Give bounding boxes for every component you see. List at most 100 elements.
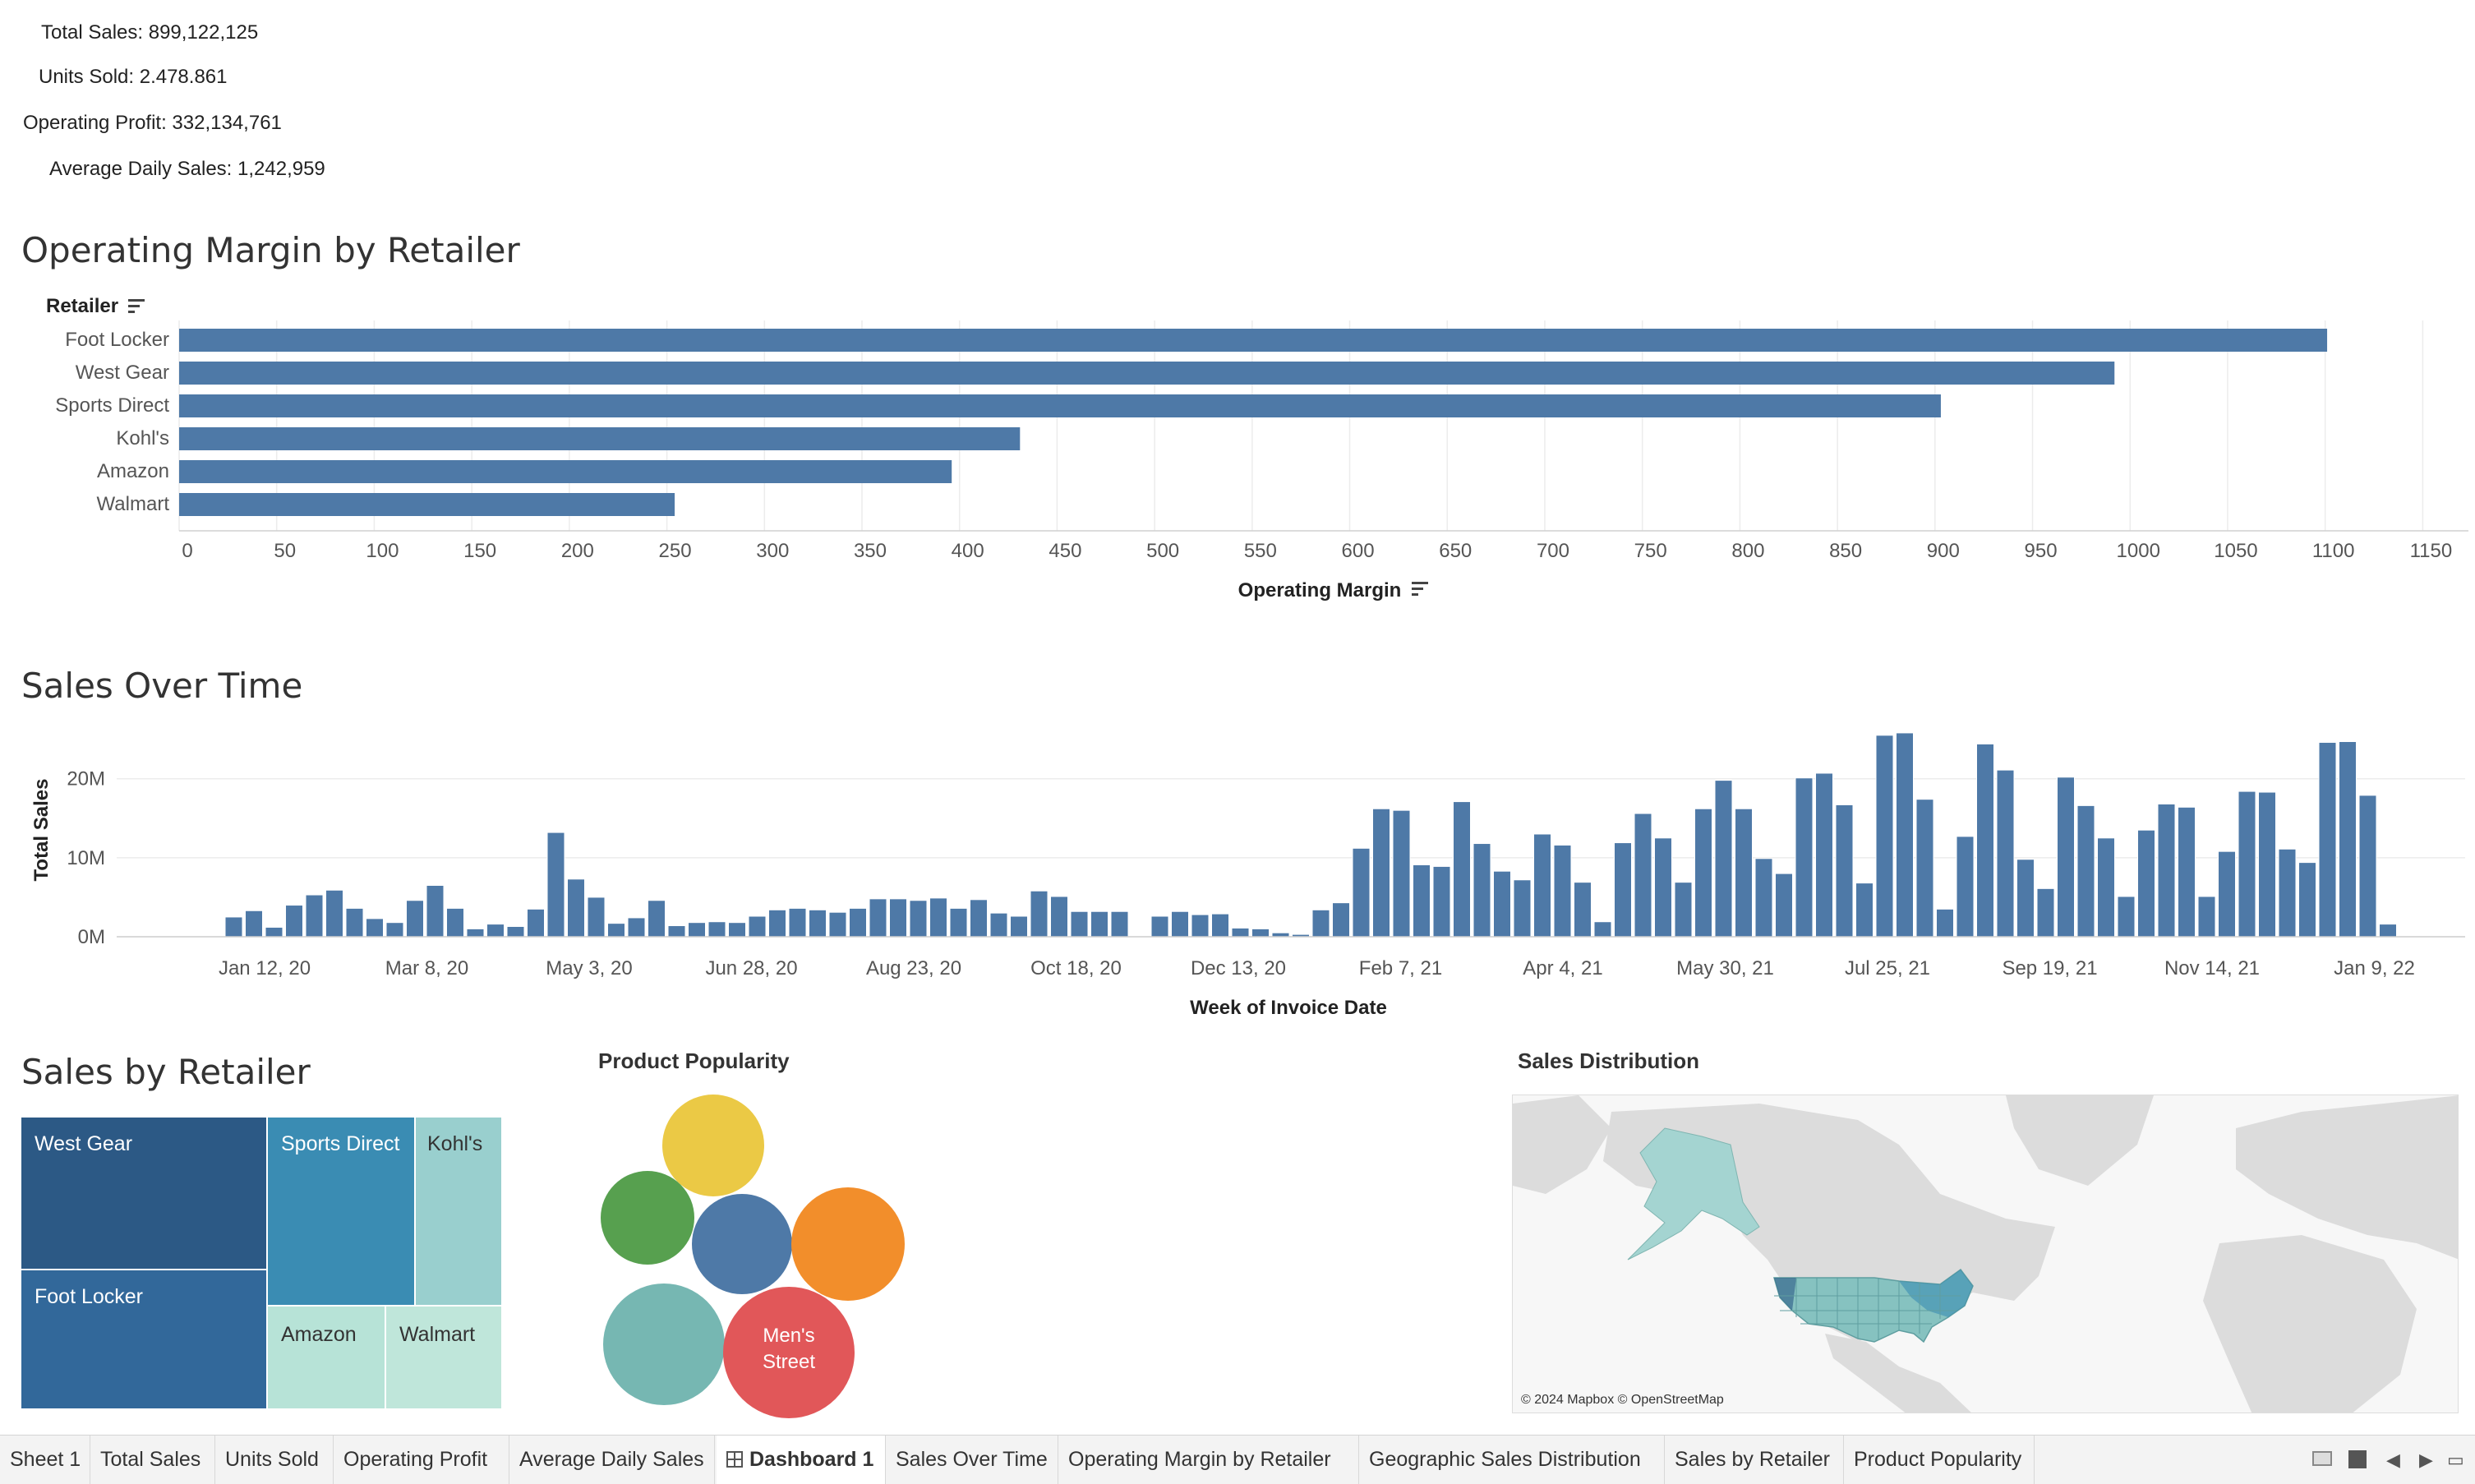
tab-geographic-sales-distribution[interactable]: Geographic Sales Distribution	[1359, 1436, 1665, 1484]
sot-bar[interactable]	[1392, 809, 1411, 938]
om-bar-sports-direct[interactable]	[179, 394, 1941, 417]
sot-bar[interactable]	[406, 900, 424, 938]
product-popularity-chart[interactable]: Men's Street	[575, 1085, 920, 1430]
sot-bar[interactable]	[2379, 924, 2397, 938]
bubble-blue[interactable]	[692, 1194, 792, 1294]
sot-bar[interactable]	[506, 926, 525, 938]
sot-bar[interactable]	[1654, 837, 1672, 938]
tab-average-daily-sales[interactable]: Average Daily Sales	[509, 1436, 715, 1484]
sot-bar[interactable]	[788, 907, 807, 938]
sot-bar[interactable]	[1735, 808, 1753, 938]
sot-bar[interactable]	[1533, 833, 1551, 938]
sot-bar[interactable]	[1171, 910, 1189, 938]
bubble-teal[interactable]	[603, 1284, 725, 1405]
bubble-green[interactable]	[601, 1171, 694, 1265]
sot-bar[interactable]	[1915, 799, 1934, 938]
sot-bar[interactable]	[527, 908, 545, 938]
sot-bar[interactable]	[1775, 873, 1793, 938]
sot-bar[interactable]	[2117, 896, 2136, 938]
sot-bar[interactable]	[1855, 883, 1874, 938]
sot-bar[interactable]	[989, 912, 1008, 938]
bubble-red[interactable]	[723, 1287, 855, 1418]
tab-sales-by-retailer[interactable]: Sales by Retailer	[1665, 1436, 1844, 1484]
sot-bar[interactable]	[707, 921, 726, 938]
sot-bar[interactable]	[1674, 882, 1693, 938]
tab-sheet-1[interactable]: Sheet 1	[0, 1436, 90, 1484]
sales-over-time-chart[interactable]: Total Sales 0M 10M 20M Jan 12, 20 Mar 8, 20 Ma…	[0, 715, 2475, 1019]
sot-bar[interactable]	[1453, 801, 1471, 938]
previous-sheet-icon[interactable]: ◀	[2386, 1449, 2400, 1470]
sot-bar[interactable]	[1413, 864, 1431, 938]
sot-bar[interactable]	[728, 922, 746, 938]
sot-bar[interactable]	[748, 915, 767, 938]
sot-bar[interactable]	[2318, 741, 2337, 938]
sot-bar[interactable]	[1030, 890, 1049, 938]
sot-bar[interactable]	[909, 900, 928, 938]
sot-bar[interactable]	[446, 907, 464, 938]
sot-bar[interactable]	[607, 923, 625, 938]
retailer-sort-icon[interactable]	[128, 299, 145, 313]
sot-bar[interactable]	[1090, 910, 1108, 938]
tab-dashboard-1[interactable]: Dashboard 1	[717, 1436, 886, 1484]
sot-bar[interactable]	[325, 889, 343, 938]
sales-by-retailer-treemap[interactable]: West Gear Foot Locker Sports Direct Kohl…	[21, 1118, 501, 1408]
sot-bar[interactable]	[1372, 808, 1390, 938]
sales-distribution-map[interactable]: © 2024 Mapbox © OpenStreetMap	[1512, 1095, 2459, 1413]
sot-bar[interactable]	[2218, 850, 2236, 938]
operating-margin-sort-icon[interactable]	[1412, 582, 1428, 596]
treemap-cell-kohls[interactable]	[416, 1118, 501, 1307]
sot-bar[interactable]	[1714, 780, 1733, 938]
sot-bar[interactable]	[667, 925, 686, 938]
sot-bar[interactable]	[1352, 847, 1371, 938]
sot-bar[interactable]	[2278, 848, 2297, 938]
sot-bar[interactable]	[1694, 808, 1712, 938]
sot-bar[interactable]	[1754, 858, 1773, 938]
sot-bar[interactable]	[224, 916, 243, 938]
sot-bar[interactable]	[2358, 795, 2377, 938]
operating-margin-chart[interactable]: Retailer 0 50 100 150 200 250 300 350 400 450 500 55…	[0, 288, 2475, 608]
sot-bar[interactable]	[1996, 769, 2015, 938]
sot-bar[interactable]	[1311, 909, 1330, 938]
sot-bar[interactable]	[2057, 777, 2075, 938]
bubble-yellow[interactable]	[662, 1095, 764, 1196]
sot-bar[interactable]	[949, 907, 968, 938]
sot-bar[interactable]	[1896, 732, 1914, 938]
tab-operating-margin-by-retailer[interactable]: Operating Margin by Retailer	[1058, 1436, 1359, 1484]
sot-bar[interactable]	[345, 907, 364, 938]
treemap-cell-foot-locker[interactable]	[21, 1270, 268, 1408]
tab-total-sales[interactable]: Total Sales	[90, 1436, 215, 1484]
sot-bar[interactable]	[1936, 908, 1954, 938]
treemap-cell-sports-direct[interactable]	[268, 1118, 416, 1307]
sot-bar[interactable]	[366, 918, 384, 938]
sot-bar[interactable]	[627, 917, 646, 938]
sot-bar[interactable]	[1191, 914, 1210, 938]
sot-bar[interactable]	[426, 885, 445, 938]
sot-bar[interactable]	[1553, 844, 1572, 938]
sot-bar[interactable]	[1574, 882, 1592, 938]
sot-bar[interactable]	[546, 832, 565, 938]
filmstrip-view-icon[interactable]	[2312, 1450, 2332, 1470]
sot-bar[interactable]	[466, 928, 485, 938]
sot-bar[interactable]	[1513, 879, 1532, 938]
sot-bar[interactable]	[1835, 804, 1854, 938]
sot-bar[interactable]	[1332, 902, 1350, 938]
om-bar-walmart[interactable]	[179, 493, 675, 516]
sot-bar[interactable]	[828, 911, 847, 938]
sot-bar[interactable]	[587, 896, 606, 938]
sot-bar[interactable]	[970, 899, 988, 938]
om-bar-west-gear[interactable]	[179, 362, 2115, 385]
bubble-orange[interactable]	[791, 1187, 905, 1301]
sot-bar[interactable]	[305, 894, 324, 938]
sot-bar[interactable]	[889, 898, 907, 938]
sot-bar[interactable]	[486, 924, 505, 938]
om-bar-amazon[interactable]	[179, 460, 952, 483]
sot-bar[interactable]	[1815, 772, 1833, 938]
sot-bar[interactable]	[1211, 913, 1229, 938]
sot-bar[interactable]	[245, 910, 263, 938]
sot-bar[interactable]	[567, 878, 585, 938]
sot-bar[interactable]	[1251, 928, 1270, 938]
sot-bar[interactable]	[2097, 837, 2115, 938]
sot-bar[interactable]	[2197, 896, 2216, 938]
tab-units-sold[interactable]: Units Sold	[215, 1436, 334, 1484]
sot-bar[interactable]	[2036, 887, 2055, 938]
